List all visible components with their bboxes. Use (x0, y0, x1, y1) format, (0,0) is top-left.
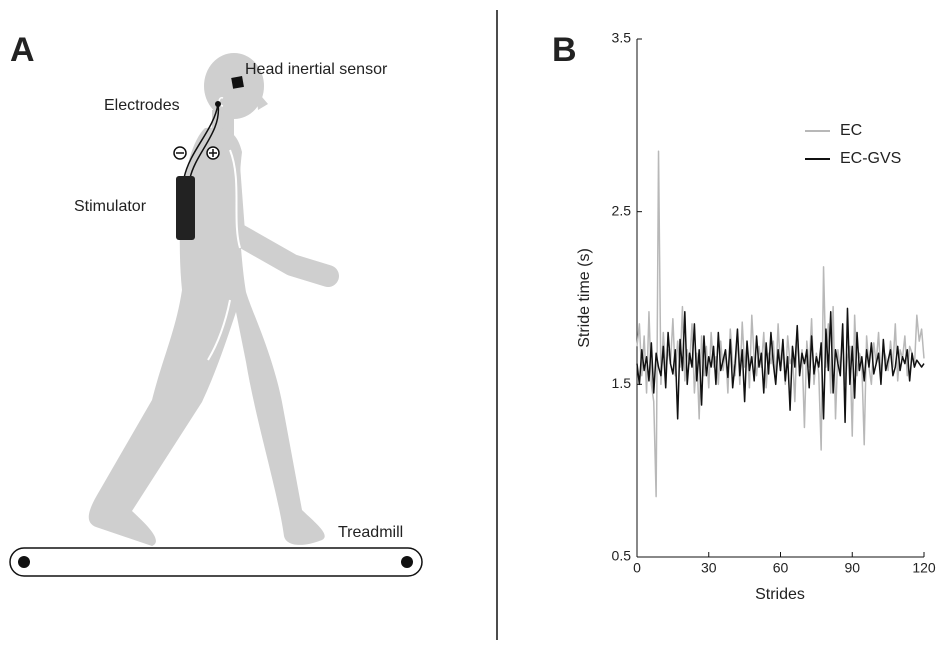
wire (183, 103, 219, 179)
treadmill (9, 547, 423, 577)
wire (189, 103, 220, 179)
x-tick-label: 90 (844, 560, 860, 576)
panel-label: B (552, 31, 577, 69)
human-figure (88, 53, 339, 546)
roller (18, 556, 30, 568)
x-tick-label: 30 (701, 560, 717, 576)
x-tick-label: 60 (773, 560, 789, 576)
treadmill-label: Treadmill (338, 524, 403, 541)
legend-label: EC-GVS (840, 150, 901, 167)
panel-label: A (10, 31, 35, 69)
y-tick-label: 3.5 (612, 30, 632, 46)
data-line (636, 307, 925, 424)
y-axis-title: Stride time (s) (576, 248, 593, 348)
x-axis-title: Strides (755, 586, 805, 603)
stimulator-label: Stimulator (74, 198, 147, 215)
x-tick-label: 120 (912, 560, 936, 576)
polarity-icons (173, 146, 220, 160)
y-tick-label: 0.5 (612, 548, 632, 564)
stimulator (176, 176, 195, 240)
x-tick-label: 0 (633, 560, 641, 576)
legend-label: EC (840, 122, 862, 139)
y-tick-label: 1.5 (612, 375, 632, 391)
roller (401, 556, 413, 568)
sensor-label: Head inertial sensor (245, 61, 388, 78)
y-tick-label: 2.5 (612, 202, 632, 218)
electrodes-label: Electrodes (104, 97, 180, 114)
head-sensor (231, 76, 244, 89)
data-line (636, 150, 925, 498)
